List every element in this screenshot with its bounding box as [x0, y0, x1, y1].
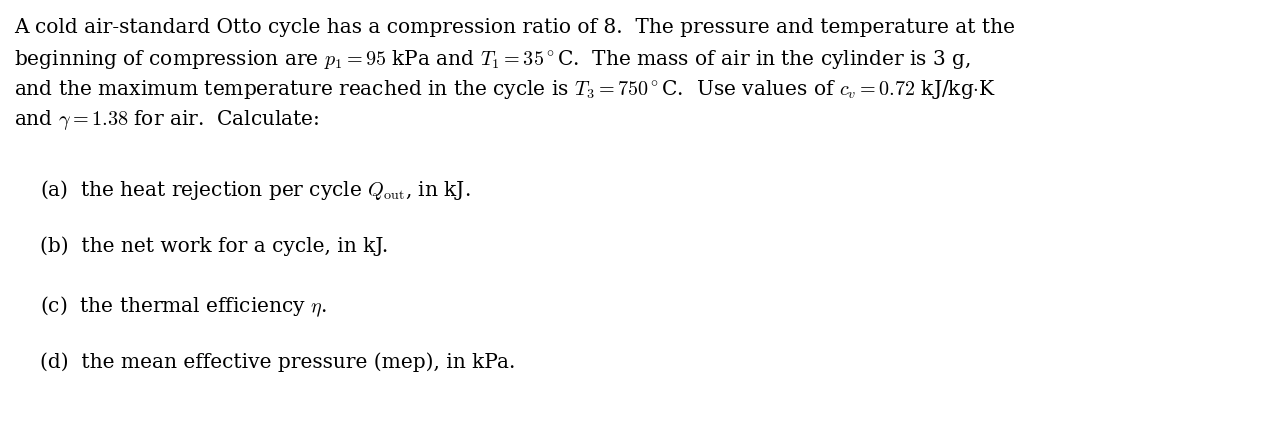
Text: and the maximum temperature reached in the cycle is $T_3 = 750^\circ$C.  Use val: and the maximum temperature reached in t… [14, 78, 995, 101]
Text: (d)  the mean effective pressure (mep), in kPa.: (d) the mean effective pressure (mep), i… [41, 351, 515, 371]
Text: beginning of compression are $p_1 = 95$ kPa and $T_1 = 35^\circ$C.  The mass of : beginning of compression are $p_1 = 95$ … [14, 48, 971, 71]
Text: (b)  the net work for a cycle, in kJ.: (b) the net work for a cycle, in kJ. [41, 236, 388, 255]
Text: A cold air-standard Otto cycle has a compression ratio of 8.  The pressure and t: A cold air-standard Otto cycle has a com… [14, 18, 1014, 37]
Text: and $\gamma = 1.38$ for air.  Calculate:: and $\gamma = 1.38$ for air. Calculate: [14, 108, 320, 132]
Text: (a)  the heat rejection per cycle $Q_{\mathrm{out}}$, in kJ.: (a) the heat rejection per cycle $Q_{\ma… [41, 177, 470, 201]
Text: (c)  the thermal efficiency $\eta$.: (c) the thermal efficiency $\eta$. [41, 293, 327, 318]
